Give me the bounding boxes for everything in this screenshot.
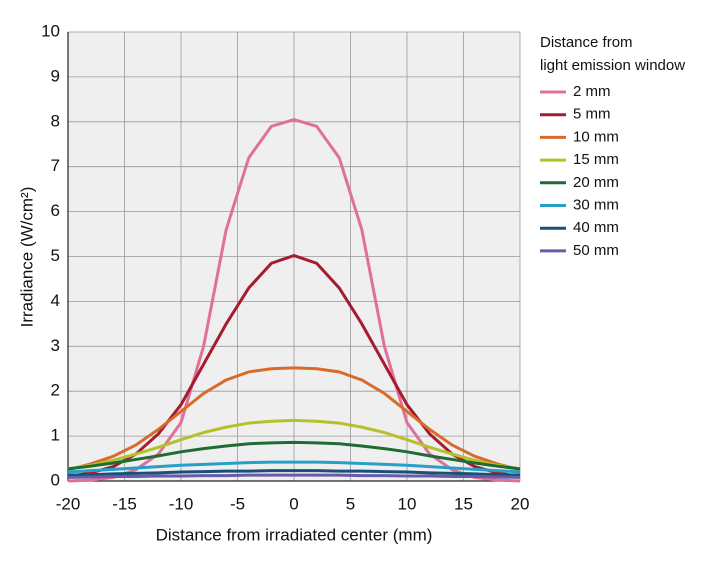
x-tick-label: -5 (230, 494, 245, 513)
x-tick-label: -15 (112, 494, 137, 513)
x-tick-label: 0 (289, 494, 298, 513)
series-line (67, 254, 521, 478)
y-tick-label: 6 (51, 201, 60, 220)
y-tick-label: 2 (51, 381, 60, 400)
y-tick-label: 3 (51, 336, 60, 355)
y-tick-label: 7 (51, 156, 60, 175)
x-tick-label: 5 (346, 494, 355, 513)
legend-label: 50 mm (573, 242, 619, 259)
x-tick-label: 15 (454, 494, 473, 513)
y-tick-label: 9 (51, 66, 60, 85)
x-tick-label: 10 (398, 494, 417, 513)
legend-label: 10 mm (573, 128, 619, 145)
legend-label: 30 mm (573, 196, 619, 213)
legend-label: 2 mm (573, 83, 611, 100)
series-line (67, 460, 521, 474)
series-line (67, 418, 521, 471)
x-tick-label: -20 (56, 494, 81, 513)
legend-label: 40 mm (573, 219, 619, 236)
y-tick-label: 0 (51, 470, 60, 489)
legend-label: 20 mm (573, 174, 619, 191)
series-line (67, 118, 521, 483)
y-axis-label: Irradiance (W/cm²) (17, 187, 36, 328)
series-line (67, 366, 521, 472)
legend-title: light emission window (540, 57, 685, 74)
series-line (67, 440, 521, 471)
series-line (67, 469, 521, 477)
y-tick-label: 5 (51, 246, 60, 265)
x-tick-label: -10 (169, 494, 194, 513)
legend-label: 5 mm (573, 106, 611, 123)
legend-label: 15 mm (573, 151, 619, 168)
y-tick-label: 10 (41, 21, 60, 40)
x-axis-label: Distance from irradiated center (mm) (156, 525, 433, 544)
series-line (67, 473, 521, 479)
legend-title: Distance from (540, 34, 633, 51)
x-tick-label: 20 (511, 494, 530, 513)
y-tick-label: 4 (51, 291, 60, 310)
y-tick-label: 8 (51, 111, 60, 130)
y-tick-label: 1 (51, 426, 60, 445)
